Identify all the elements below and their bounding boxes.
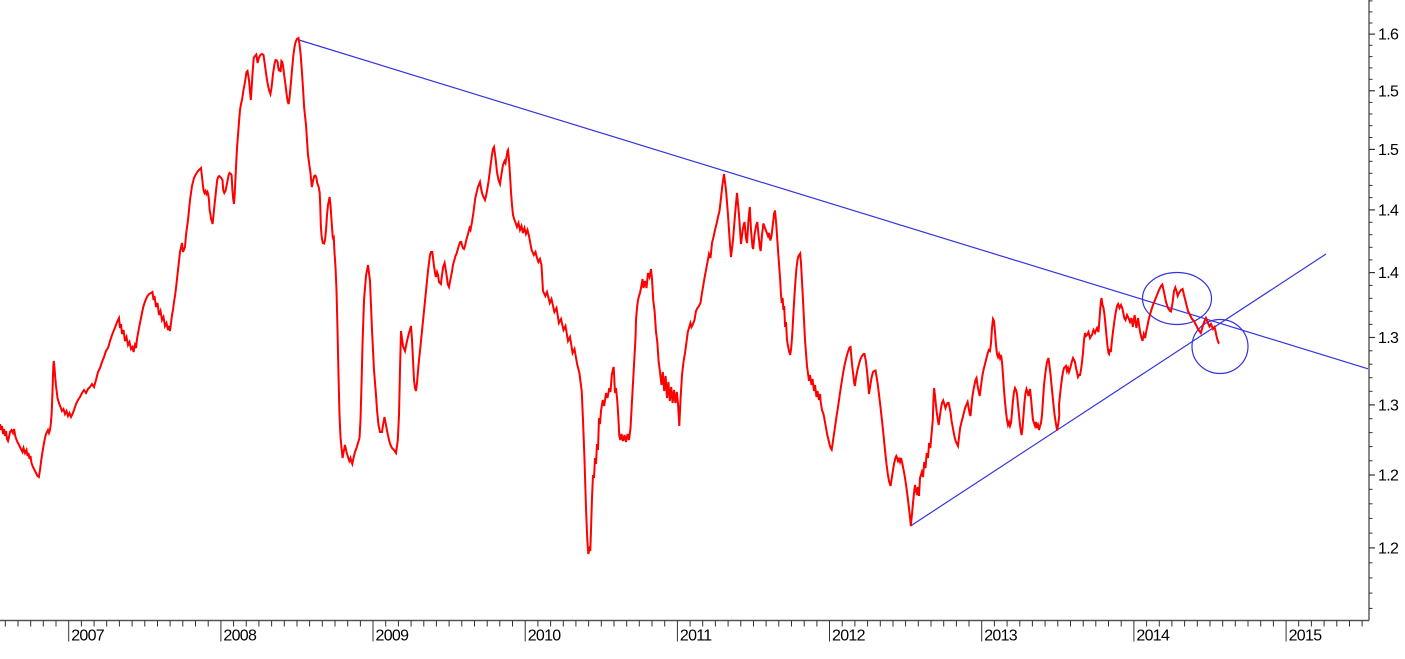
svg-text:2011: 2011	[680, 628, 712, 645]
svg-text:1.4: 1.4	[1378, 202, 1399, 219]
svg-text:1.2: 1.2	[1378, 540, 1399, 557]
svg-text:2007: 2007	[71, 628, 105, 645]
svg-text:1.6: 1.6	[1378, 27, 1399, 44]
svg-text:2008: 2008	[223, 628, 257, 645]
svg-text:1.3: 1.3	[1378, 330, 1399, 347]
svg-text:2010: 2010	[528, 628, 562, 645]
svg-text:1.5: 1.5	[1378, 142, 1399, 159]
svg-text:1.3: 1.3	[1378, 397, 1399, 414]
svg-text:1.5: 1.5	[1378, 83, 1399, 100]
svg-text:1.4: 1.4	[1378, 265, 1399, 282]
svg-text:2015: 2015	[1289, 628, 1323, 645]
svg-text:2012: 2012	[832, 628, 866, 645]
svg-text:2009: 2009	[376, 628, 410, 645]
svg-text:1.2: 1.2	[1378, 468, 1399, 485]
svg-text:2014: 2014	[1136, 628, 1170, 645]
svg-text:2013: 2013	[984, 628, 1018, 645]
